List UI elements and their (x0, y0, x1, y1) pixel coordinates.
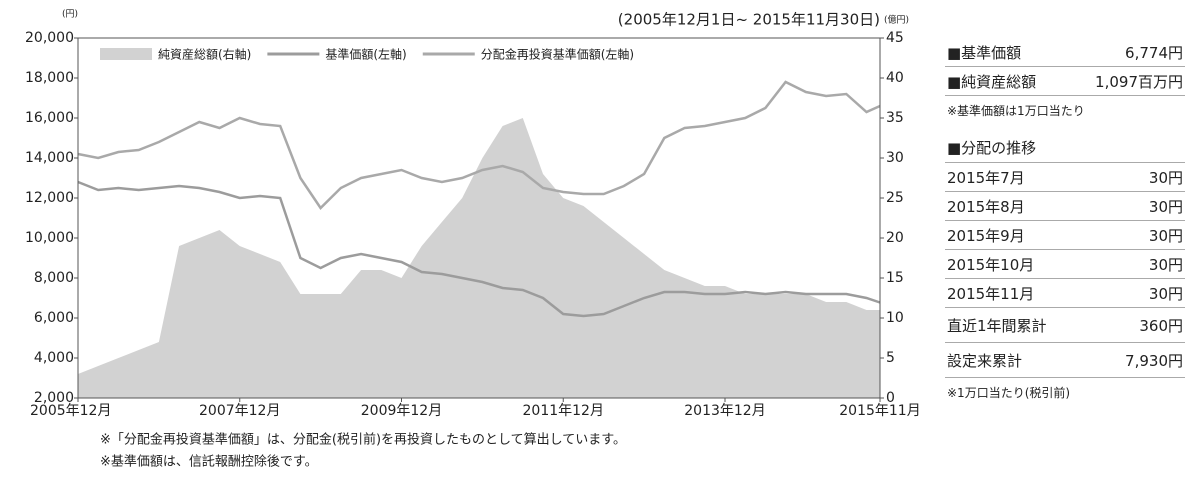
row-label: 直近1年間累計 (947, 316, 1047, 335)
row-label: 2015年7月 (947, 168, 1025, 187)
y2-tick-label: 5 (886, 350, 895, 366)
legend-label: 分配金再投資基準価額(左軸) (481, 47, 634, 62)
legend-label: 基準価額(左軸) (325, 47, 406, 62)
row: 2015年7月 30円 (945, 163, 1185, 192)
y-tick-label: 4,000 (34, 350, 74, 366)
y2-tick-label: 10 (886, 310, 904, 326)
date-range: (2005年12月1日~ 2015年11月30日) (618, 11, 880, 29)
y2-tick-label: 25 (886, 190, 904, 206)
y-tick-label: 10,000 (25, 230, 74, 246)
y-tick-label: 20,000 (25, 30, 74, 46)
row-label: ■基準価額 (947, 43, 1022, 62)
row-label: 設定来累計 (947, 351, 1023, 370)
y2-tick-label: 0 (886, 390, 895, 406)
row: 2015年11月 30円 (945, 279, 1185, 308)
area (78, 118, 880, 398)
chart: (円) (億円) (2005年12月1日~ 2015年11月30日) 2,000 4,0… (25, 9, 921, 470)
legend-swatch (100, 48, 152, 60)
section-title: ■分配の推移 (945, 133, 1185, 163)
y-tick-label: 14,000 (25, 150, 74, 166)
x-tick-label: 2005年12月 (30, 403, 111, 419)
note: ※1万口当たり(税引前) (947, 386, 1071, 400)
x-tick-label: 2009年12月 (361, 403, 442, 419)
x-tick-label: 2011年12月 (523, 403, 604, 419)
row: 設定来累計 7,930円 (945, 343, 1185, 378)
y-tick-label: 18,000 (25, 70, 74, 86)
y2-tick-label: 30 (886, 150, 904, 166)
legend-label: 純資産総額(右軸) (158, 47, 251, 62)
y2-tick-label: 40 (886, 70, 904, 86)
row: ■純資産総額 1,097百万円 (945, 67, 1185, 96)
row: 2015年9月 30円 (945, 221, 1185, 250)
footnote: ※「分配金再投資基準価額」は、分配金(税引前)を再投資したものとして算出していま… (100, 432, 626, 448)
row-label: 2015年10月 (947, 255, 1035, 274)
row-value: 30円 (1148, 255, 1183, 274)
y2-tick-label: 15 (886, 270, 904, 286)
x-tick-label: 2013年12月 (684, 403, 765, 419)
y-unit: (円) (62, 9, 78, 20)
y2-unit: (億円) (884, 14, 909, 26)
y2-tick-label: 45 (886, 30, 904, 46)
y-tick-label: 16,000 (25, 110, 74, 126)
row-value: 6,774円 (1125, 43, 1183, 62)
y-tick-label: 6,000 (34, 310, 74, 326)
row-value: 7,930円 (1125, 351, 1183, 370)
row: 2015年8月 30円 (945, 192, 1185, 221)
note: ※基準価額は1万口当たり (947, 104, 1085, 118)
row-value: 30円 (1148, 168, 1183, 187)
row: 直近1年間累計 360円 (945, 308, 1185, 343)
row: 2015年10月 30円 (945, 250, 1185, 279)
line (77, 180, 881, 318)
y-tick-label: 2,000 (34, 390, 74, 406)
row-label: 2015年11月 (947, 284, 1035, 303)
y2-tick-label: 20 (886, 230, 904, 246)
footnote: ※基準価額は、信託報酬控除後です。 (100, 454, 318, 470)
row-label: ■純資産総額 (947, 72, 1037, 91)
side-panel: ■基準価額 6,774円 ■純資産総額 1,097百万円 ※基準価額は1万口当たり ■分配… (945, 38, 1185, 415)
row-label: 2015年9月 (947, 226, 1025, 245)
row-value: 1,097百万円 (1095, 72, 1183, 91)
y2-tick-label: 35 (886, 110, 904, 126)
row-label: 2015年8月 (947, 197, 1025, 216)
y-tick-label: 12,000 (25, 190, 74, 206)
row-value: 30円 (1148, 197, 1183, 216)
y-tick-label: 8,000 (34, 270, 74, 286)
row: ■基準価額 6,774円 (945, 38, 1185, 67)
x-tick-label: 2015年11月 (839, 403, 920, 419)
row-value: 360円 (1139, 316, 1183, 335)
line (77, 80, 881, 210)
x-tick-label: 2007年12月 (199, 403, 280, 419)
row-value: 30円 (1148, 226, 1183, 245)
row-value: 30円 (1148, 284, 1183, 303)
plot-frame (77, 37, 881, 399)
